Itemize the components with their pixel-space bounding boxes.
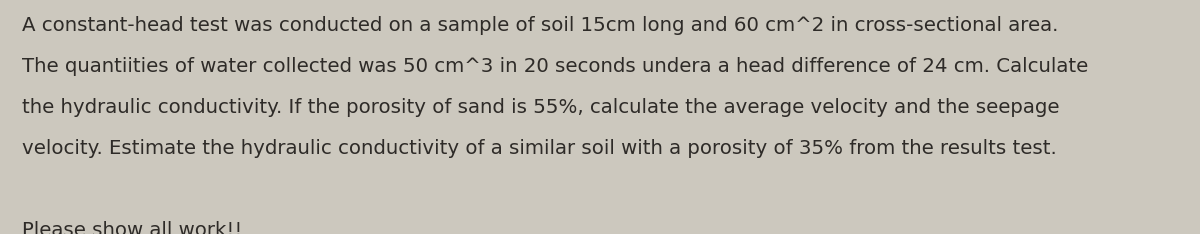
Text: the hydraulic conductivity. If the porosity of sand is 55%, calculate the averag: the hydraulic conductivity. If the poros… [22,98,1060,117]
Text: velocity. Estimate the hydraulic conductivity of a similar soil with a porosity : velocity. Estimate the hydraulic conduct… [22,139,1056,158]
Text: Please show all work!!: Please show all work!! [22,221,242,234]
Text: The quantiities of water collected was 50 cm^3 in 20 seconds undera a head diffe: The quantiities of water collected was 5… [22,57,1088,76]
Text: A constant-head test was conducted on a sample of soil 15cm long and 60 cm^2 in : A constant-head test was conducted on a … [22,16,1058,35]
